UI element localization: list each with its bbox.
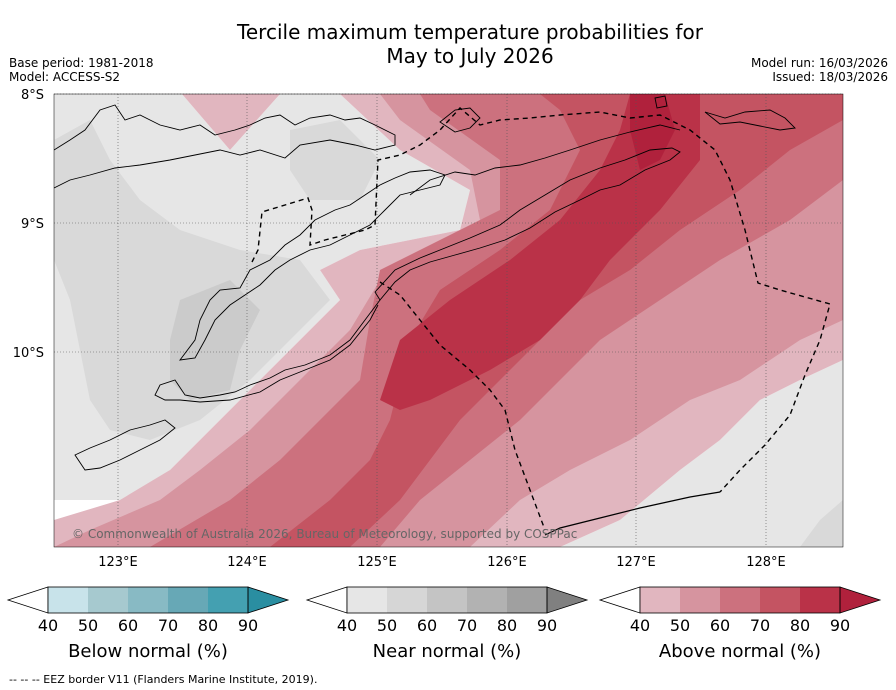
colorbar-above-normal-outline: [639, 586, 841, 614]
near-normal-50-region-west: [54, 120, 330, 440]
eez-border-west: [251, 107, 831, 493]
lon-label-123e: 123°E: [98, 555, 138, 570]
eez-border-south: [379, 281, 546, 531]
map-frame: [53, 93, 844, 548]
colorbar-above-normal-low-extend: [598, 586, 641, 614]
colorbar-below-normal-segment-3: [128, 587, 168, 613]
colorbar-below-normal-tick-80: 80: [198, 616, 218, 635]
colorbar-title-above-normal: Above normal (%): [659, 641, 821, 662]
lat-label-10s: 10°S: [13, 346, 44, 361]
colorbar-near-normal-high-extend: [546, 586, 589, 614]
colorbar-below-normal-outline: [47, 586, 249, 614]
title-line-2: May to July 2026: [386, 44, 554, 68]
eez-border-bottom: [544, 491, 721, 536]
colorbar-above-normal-tick-70: 70: [750, 616, 770, 635]
coastline-wetar: [654, 95, 796, 131]
lat-label-9s: 9°S: [21, 217, 44, 232]
model-run-date: Model run: 16/03/2026: [750, 56, 888, 70]
coastline-alor-pantar: [439, 107, 481, 133]
colorbar-above-normal-tick-40: 40: [630, 616, 650, 635]
colorbar-legend: 40 50 60 70 80 90 40 50 60 70 80 90 40 50 60 70 80 90: [6, 586, 882, 635]
near-normal-50-patch-southeast: [800, 500, 843, 547]
colorbar-below-normal-tick-60: 60: [118, 616, 138, 635]
colorbar-above-normal-segment-4: [760, 587, 800, 613]
colorbar-below-normal-segment-5: [208, 587, 248, 613]
colorbar-near-normal-segment-3: [427, 587, 467, 613]
above-normal-80-region: [380, 94, 700, 410]
colorbar-above-normal-segment-3: [720, 587, 760, 613]
coastline-sumba: [154, 299, 381, 403]
lat-label-8s: 8°S: [21, 88, 44, 103]
colorbar-near-normal-tick-90: 90: [537, 616, 557, 635]
colorbar-near-normal-outline: [346, 586, 548, 614]
lon-label-126e: 126°E: [487, 555, 527, 570]
colorbar-near-normal-tick-60: 60: [417, 616, 437, 635]
near-normal-60-region-west: [170, 280, 260, 400]
above-normal-90-region: [630, 94, 675, 170]
eez-footnote: -- -- -- EEZ border V11 (Flanders Marine…: [9, 673, 317, 686]
colorbar-near-normal-segment-2: [387, 587, 427, 613]
lon-label-124e: 124°E: [227, 555, 267, 570]
base-period: Base period: 1981-2018: [9, 56, 154, 70]
colorbar-near-normal-segment-4: [467, 587, 507, 613]
coastline-flores: [54, 104, 396, 189]
colorbar-above-normal-segment-5: [800, 587, 840, 613]
colorbar-above-normal-tick-80: 80: [790, 616, 810, 635]
map-title: Tercile maximum temperature probabilitie…: [0, 20, 896, 68]
colorbar-near-normal-tick-80: 80: [497, 616, 517, 635]
title-line-1: Tercile maximum temperature probabilitie…: [237, 20, 703, 44]
coastline-sumba-west: [178, 169, 446, 361]
model-name: Model: ACCESS-S2: [9, 70, 121, 84]
lon-label-125e: 125°E: [357, 555, 397, 570]
colorbar-near-normal-segment-5: [507, 587, 547, 613]
colorbar-below-normal-low-extend: [6, 586, 49, 614]
colorbar-below-normal-segment-1: [48, 587, 88, 613]
colorbar-above-normal-tick-60: 60: [710, 616, 730, 635]
colorbar-above-normal-tick-90: 90: [830, 616, 850, 635]
colorbar-above-normal-segment-2: [680, 587, 720, 613]
colorbar-above-normal-tick-50: 50: [670, 616, 690, 635]
coastlines: [54, 95, 796, 471]
coastline-north-timor: [409, 124, 681, 196]
lon-label-127e: 127°E: [616, 555, 656, 570]
eez-border: [251, 107, 831, 536]
lon-label-128e: 128°E: [746, 555, 786, 570]
colorbar-near-normal-tick-40: 40: [337, 616, 357, 635]
colorbar-below-normal-high-extend: [247, 586, 290, 614]
near-normal-50-patch-north: [290, 120, 380, 200]
colorbar-below-normal-tick-40: 40: [38, 616, 58, 635]
probability-field: [54, 94, 843, 547]
copyright-notice: © Commonwealth of Australia 2026, Bureau…: [72, 527, 577, 541]
colorbar-below-normal-tick-70: 70: [158, 616, 178, 635]
issued-date: Issued: 18/03/2026: [772, 70, 888, 84]
coastline-savu: [74, 419, 176, 471]
colorbar-near-normal-low-extend: [305, 586, 348, 614]
colorbar-near-normal-tick-50: 50: [377, 616, 397, 635]
colorbar-title-below-normal: Below normal (%): [68, 641, 228, 662]
colorbar-title-near-normal: Near normal (%): [373, 641, 522, 662]
colorbar-below-normal-segment-2: [88, 587, 128, 613]
coastline-timor: [374, 147, 681, 301]
colorbar-above-normal-segment-1: [640, 587, 680, 613]
colorbar-above-normal-high-extend: [839, 586, 882, 614]
colorbar-below-normal-tick-50: 50: [78, 616, 98, 635]
colorbar-below-normal-segment-4: [168, 587, 208, 613]
colorbar-near-normal-tick-70: 70: [457, 616, 477, 635]
near-normal-40-region-southeast: [560, 360, 843, 547]
colorbar-below-normal-tick-90: 90: [238, 616, 258, 635]
colorbar-near-normal-segment-1: [347, 587, 387, 613]
